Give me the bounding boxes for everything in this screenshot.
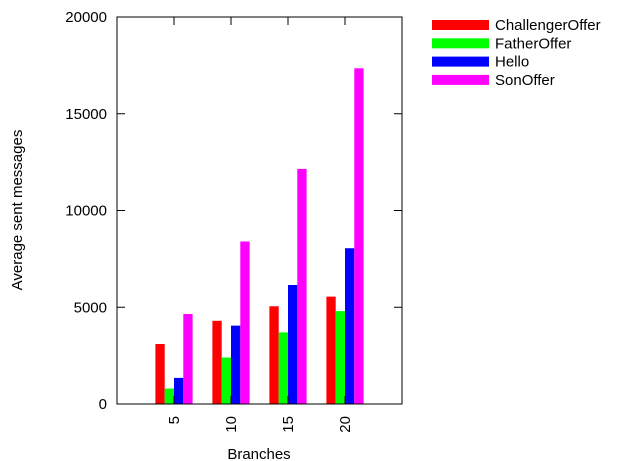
legend-label-challengeroffer: ChallengerOffer (495, 17, 601, 34)
x-tick-label: 10 (223, 416, 240, 433)
ticks-layer: 0 5000 10000 15000 20000 5 10 15 20 (65, 9, 402, 433)
legend-swatch-hello (432, 56, 489, 67)
legend-swatch-fatheroffer (432, 38, 489, 49)
legend-label-sonoffer: SonOffer (495, 72, 555, 89)
x-axis-label: Branches (227, 446, 290, 461)
bar-challengeroffer-5 (155, 344, 165, 404)
bar-fatheroffer-10 (221, 357, 231, 404)
bar-hello-10 (231, 325, 241, 404)
legend-swatch-challengeroffer (432, 20, 489, 30)
bar-hello-15 (288, 285, 298, 404)
y-tick-label: 0 (99, 396, 107, 413)
bar-hello-20 (345, 248, 355, 404)
x-tick-label: 15 (280, 416, 297, 433)
bar-sonoffer-20 (354, 68, 364, 404)
bar-challengeroffer-10 (212, 320, 222, 404)
bar-fatheroffer-5 (164, 388, 174, 404)
bar-sonoffer-15 (297, 168, 307, 404)
bar-challengeroffer-20 (326, 296, 336, 404)
bar-fatheroffer-15 (278, 332, 288, 404)
bar-sonoffer-5 (183, 314, 193, 404)
y-axis-label: Average sent messages (9, 130, 26, 291)
legend-swatch-sonoffer (432, 74, 489, 85)
bar-hello-5 (174, 377, 184, 404)
bars-layer (155, 68, 364, 404)
legend-label-fatheroffer: FatherOffer (495, 35, 571, 52)
bar-fatheroffer-20 (335, 311, 345, 404)
y-tick-label: 15000 (65, 106, 107, 123)
y-tick-label: 10000 (65, 203, 107, 220)
x-tick-label: 5 (166, 416, 183, 424)
bar-sonoffer-10 (240, 241, 250, 404)
legend-label-hello: Hello (495, 54, 529, 71)
bar-challengeroffer-15 (269, 306, 279, 404)
y-tick-label: 5000 (74, 299, 107, 316)
x-tick-label: 20 (337, 416, 354, 433)
y-tick-label: 20000 (65, 9, 107, 26)
